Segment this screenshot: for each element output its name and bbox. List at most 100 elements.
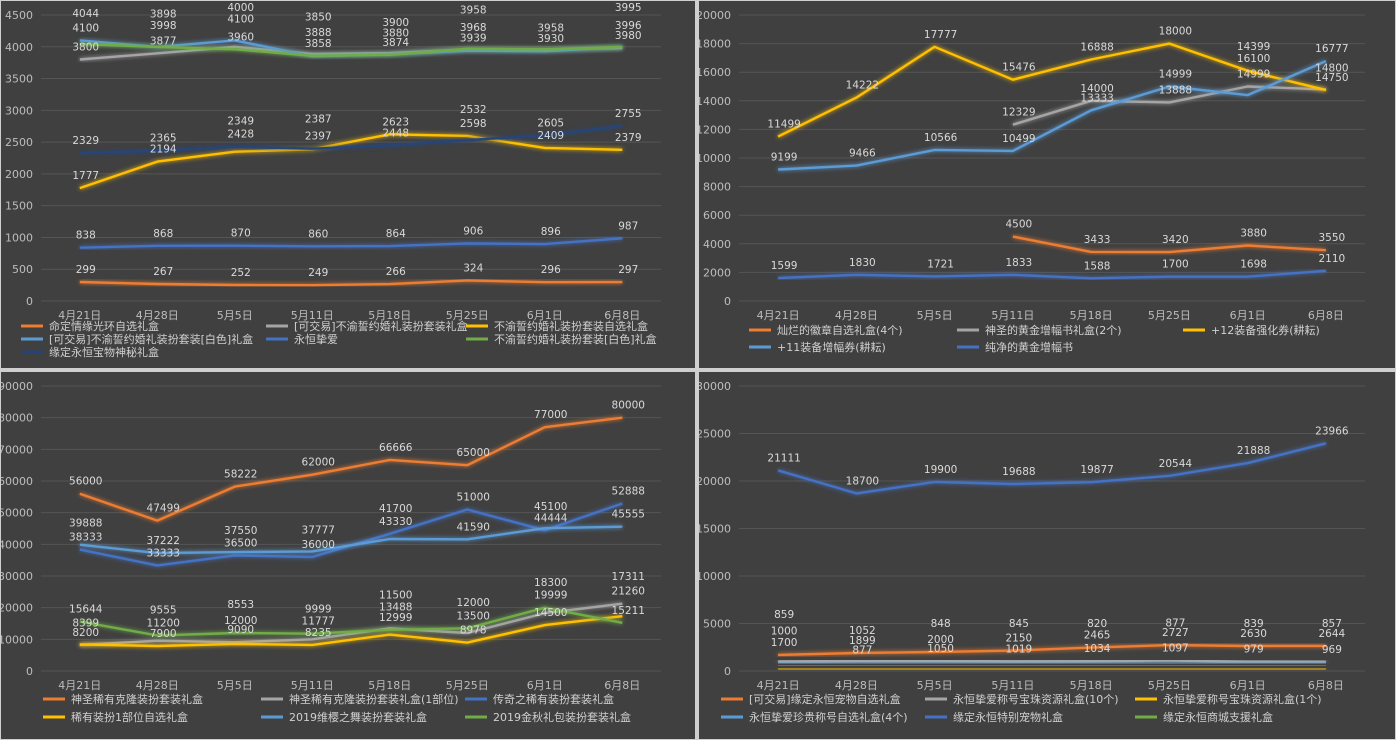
y-tick-label: 80000 bbox=[1, 412, 33, 425]
data-label: 299 bbox=[76, 264, 96, 276]
x-tick-label: 4月28日 bbox=[835, 309, 878, 322]
x-tick-label: 4月21日 bbox=[58, 679, 101, 692]
data-label: 11200 bbox=[147, 618, 180, 630]
data-label: 2110 bbox=[1319, 253, 1346, 265]
legend-label: 神圣稀有克隆装扮套装礼盒 bbox=[71, 692, 203, 706]
data-label: 3550 bbox=[1319, 232, 1346, 244]
y-tick-label: 2000 bbox=[5, 168, 33, 181]
line-chart-3: 0 10000 20000 30000 40000 50000 60000 70000 8000… bbox=[1, 380, 661, 724]
data-label: 1097 bbox=[1162, 643, 1189, 655]
legend-label: 不渝誓约婚礼装扮套装[白色]礼盒 bbox=[494, 332, 657, 346]
data-label: 2605 bbox=[537, 117, 564, 129]
data-label: 15644 bbox=[69, 603, 103, 615]
data-label: 3898 bbox=[150, 8, 177, 20]
y-tick-label: 4000 bbox=[703, 238, 731, 251]
data-label: 14000 bbox=[1080, 83, 1113, 95]
data-label: 36000 bbox=[302, 539, 335, 551]
data-label: 33333 bbox=[147, 547, 180, 559]
x-tick-label: 5月5日 bbox=[917, 309, 953, 322]
data-label: 3880 bbox=[382, 27, 409, 39]
data-label: 18300 bbox=[534, 577, 567, 589]
data-label: 8553 bbox=[227, 599, 254, 611]
data-label: 11777 bbox=[302, 616, 335, 628]
line-chart-2: 0 2000 4000 6000 8000 10000 12000 14000 16000 180… bbox=[699, 9, 1365, 354]
x-tick-label: 6月8日 bbox=[604, 309, 640, 322]
series-line-2 bbox=[1012, 85, 1326, 126]
line-chart-4: 0 5000 10000 15000 20000 25000 30000 4月21日 4月28日… bbox=[699, 380, 1365, 724]
data-label: 10499 bbox=[1002, 133, 1035, 145]
x-tick-label: 5月11日 bbox=[991, 679, 1034, 692]
y-tick-label: 20000 bbox=[1, 602, 33, 615]
data-label: 3858 bbox=[305, 38, 332, 50]
series-line-5 bbox=[778, 269, 1326, 280]
data-label: 296 bbox=[541, 264, 561, 276]
data-label: 877 bbox=[852, 645, 872, 657]
data-label: 1833 bbox=[1006, 257, 1033, 269]
series-line-5 bbox=[777, 442, 1327, 495]
x-tick-label: 4月28日 bbox=[835, 679, 878, 692]
data-label: 2630 bbox=[1240, 628, 1267, 640]
y-tick-label: 0 bbox=[724, 295, 731, 308]
x-tick-label: 5月18日 bbox=[1070, 679, 1113, 692]
data-label: 41700 bbox=[379, 503, 412, 515]
data-label: 18000 bbox=[1159, 26, 1192, 38]
legend-label: 永恒挚爱 bbox=[294, 332, 338, 346]
data-label: 14750 bbox=[1315, 72, 1348, 84]
data-label: 252 bbox=[231, 267, 251, 279]
x-tick-label: 5月5日 bbox=[917, 679, 953, 692]
data-label: 51000 bbox=[457, 492, 490, 504]
y-tick-label: 12000 bbox=[699, 123, 731, 136]
data-label: 11499 bbox=[767, 119, 800, 131]
data-label: 36500 bbox=[224, 537, 257, 549]
y-tick-label: 8000 bbox=[703, 181, 731, 194]
data-label: 1721 bbox=[927, 258, 954, 270]
data-label: 3996 bbox=[615, 20, 642, 32]
data-label: 969 bbox=[1322, 644, 1342, 656]
data-label: 859 bbox=[774, 609, 794, 621]
x-tick-label: 4月28日 bbox=[136, 679, 179, 692]
x-tick-label: 5月5日 bbox=[217, 679, 253, 692]
data-label: 2365 bbox=[150, 133, 177, 145]
data-label: 44444 bbox=[534, 512, 568, 524]
data-label: 52888 bbox=[612, 486, 645, 498]
data-label: 820 bbox=[1087, 618, 1107, 630]
data-label: 12999 bbox=[379, 612, 412, 624]
data-label: 21888 bbox=[1237, 445, 1270, 457]
x-tick-label: 5月18日 bbox=[368, 309, 411, 322]
x-tick-label: 5月25日 bbox=[446, 679, 489, 692]
y-tick-label: 0 bbox=[26, 665, 33, 678]
legend-label: 神圣的黄金增幅书礼盒(2个) bbox=[985, 323, 1122, 337]
data-label: 896 bbox=[541, 226, 561, 238]
legend-label: +12装备强化券(耕耘) bbox=[1211, 323, 1320, 337]
x-tick-label: 4月21日 bbox=[757, 309, 800, 322]
legend-label: 永恒挚爱珍贵称号自选礼盒(4个) bbox=[749, 710, 908, 724]
data-label: 2194 bbox=[150, 144, 177, 156]
y-tick-label: 14000 bbox=[699, 95, 731, 108]
legend-label: 传奇之稀有装扮套装礼盒 bbox=[493, 692, 614, 706]
data-label: 16888 bbox=[1080, 42, 1113, 54]
data-label: 2598 bbox=[460, 118, 487, 130]
data-label: 77000 bbox=[534, 409, 567, 421]
series-line-4 bbox=[778, 59, 1327, 171]
data-label: 2428 bbox=[227, 129, 254, 141]
x-tick-label: 5月25日 bbox=[1148, 309, 1191, 322]
data-label: 877 bbox=[1165, 618, 1185, 630]
chart-panel-4: 0 5000 10000 15000 20000 25000 30000 4月21日 4月28日… bbox=[699, 372, 1395, 739]
data-label: 324 bbox=[463, 262, 483, 274]
legend-label: 2019维樱之舞装扮套装礼盒 bbox=[289, 710, 427, 724]
legend-label: 纯净的黄金增幅书 bbox=[985, 340, 1073, 354]
data-label: 7900 bbox=[150, 628, 177, 640]
data-label: 3877 bbox=[150, 35, 177, 47]
y-tick-label: 500 bbox=[12, 263, 33, 276]
line-chart-1: 0 500 1000 1500 2000 2500 3000 3500 4000 4500 4月21… bbox=[5, 2, 661, 359]
data-label: 8399 bbox=[72, 617, 99, 629]
data-label: 14800 bbox=[1315, 62, 1348, 74]
legend-label: 缘定永恒宝物神秘礼盒 bbox=[49, 345, 159, 359]
series-line-3 bbox=[777, 42, 1327, 138]
data-label: 12000 bbox=[224, 615, 257, 627]
data-label: 3850 bbox=[305, 11, 332, 23]
data-label: 38333 bbox=[69, 532, 102, 544]
data-label: 2755 bbox=[615, 108, 642, 120]
x-tick-label: 5月18日 bbox=[1070, 309, 1113, 322]
